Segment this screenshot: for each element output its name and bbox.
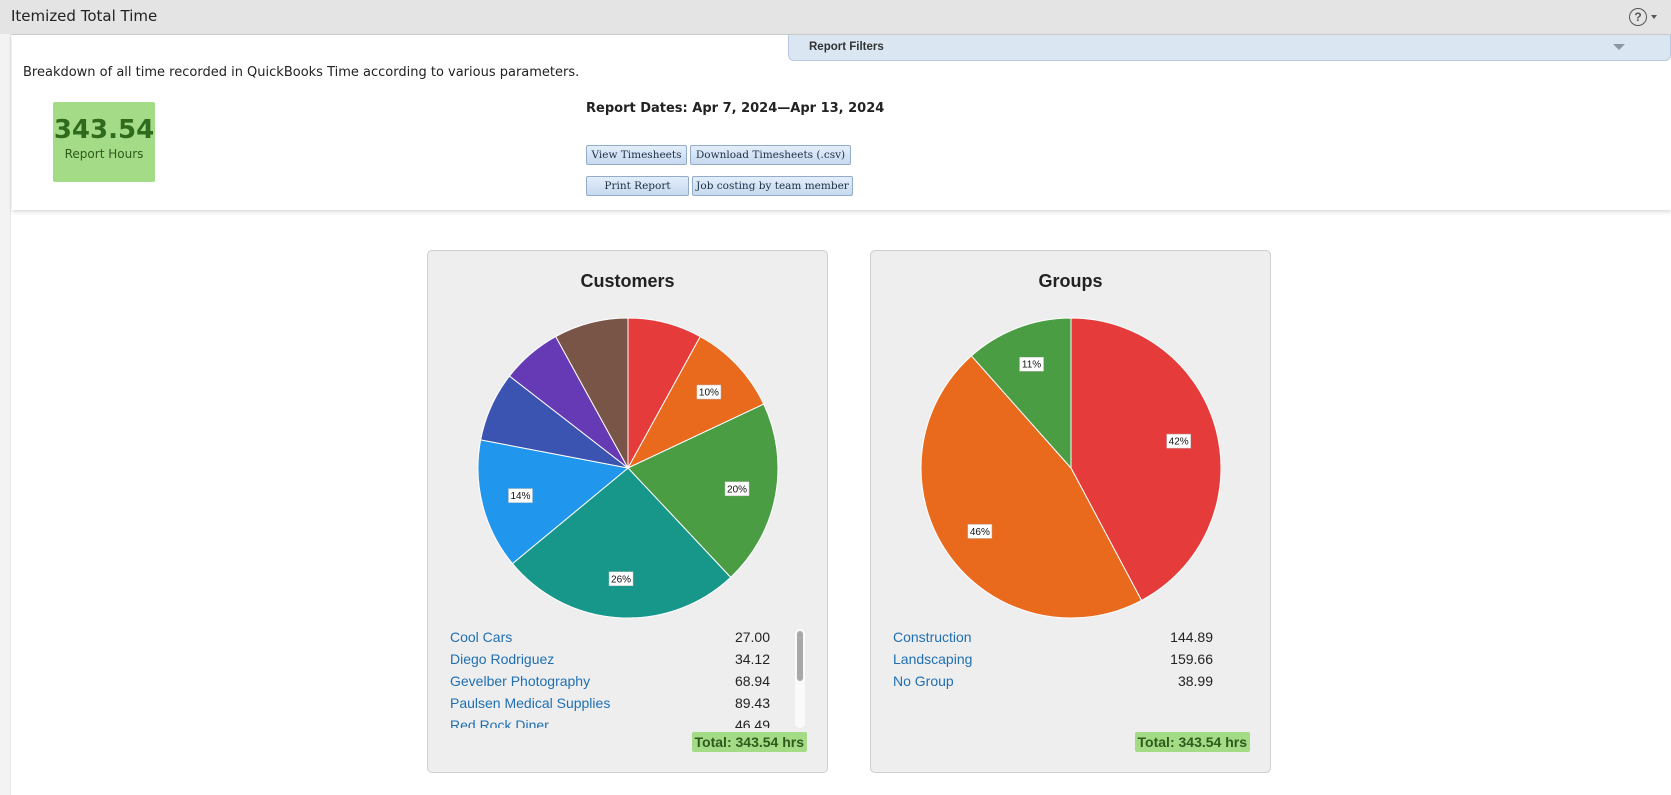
pie-slice-4[interactable] bbox=[477, 439, 630, 565]
legend-group-name[interactable]: No Group bbox=[893, 673, 954, 689]
report-filters-toggle[interactable]: Report Filters bbox=[788, 35, 1671, 61]
legend-customer-name[interactable]: Gevelber Photography bbox=[450, 673, 591, 689]
scrollbar-thumb[interactable] bbox=[797, 631, 803, 681]
customers-panel: Customers 10% 20% 26% 14% Cool Cars 27.00 D… bbox=[427, 250, 828, 773]
report-header-card: Breakdown of all time recorded in QuickB… bbox=[12, 35, 1671, 210]
pie-slice-label: 11% bbox=[1019, 356, 1044, 372]
view-timesheets-button[interactable]: View Timesheets bbox=[586, 145, 687, 165]
legend-group-hours: 144.89 bbox=[1170, 629, 1213, 645]
legend-group-name[interactable]: Construction bbox=[893, 629, 972, 645]
pie-slice-2[interactable] bbox=[970, 317, 1072, 470]
legend-customer-name[interactable]: Cool Cars bbox=[450, 629, 513, 645]
legend-row[interactable]: Cool Cars 27.00 bbox=[450, 629, 795, 651]
report-hours-value: 343.54 bbox=[53, 115, 155, 145]
legend-customer-name[interactable]: Diego Rodriguez bbox=[450, 651, 555, 667]
pie-slice-2[interactable] bbox=[627, 403, 779, 579]
pie-slice-label: 26% bbox=[608, 571, 634, 587]
job-costing-button[interactable]: Job costing by team member bbox=[692, 176, 853, 196]
pie-slice-0[interactable] bbox=[1070, 317, 1222, 602]
pie-slice-3[interactable] bbox=[511, 467, 732, 619]
pie-slice-1[interactable] bbox=[626, 335, 765, 470]
groups-legend: Construction 144.89 Landscaping 159.66 N… bbox=[893, 629, 1238, 728]
pie-slice-7[interactable] bbox=[555, 317, 629, 469]
customers-pie-chart: 10% 20% 26% 14% bbox=[477, 317, 779, 619]
customers-legend: Cool Cars 27.00 Diego Rodriguez 34.12 Ge… bbox=[450, 629, 795, 728]
legend-row[interactable]: Landscaping 159.66 bbox=[893, 651, 1238, 673]
legend-customer-name[interactable]: Red Rock Diner bbox=[450, 717, 549, 728]
report-dates: Report Dates: Apr 7, 2024—Apr 13, 2024 bbox=[586, 101, 885, 116]
svg-text:26%: 26% bbox=[611, 574, 631, 585]
customers-total-badge: Total: 343.54 hrs bbox=[691, 732, 807, 752]
groups-total-badge: Total: 343.54 hrs bbox=[1134, 732, 1250, 752]
customers-title: Customers bbox=[580, 271, 675, 291]
svg-text:14%: 14% bbox=[510, 491, 530, 502]
page-title: Itemized Total Time bbox=[11, 7, 158, 25]
legend-row[interactable]: Gevelber Photography 68.94 bbox=[450, 673, 795, 695]
legend-customer-hours: 89.43 bbox=[734, 695, 770, 711]
groups-panel: Groups 42% 46% 11% Construction 144.89 Lan… bbox=[870, 250, 1271, 773]
report-description: Breakdown of all time recorded in QuickB… bbox=[23, 65, 580, 80]
legend-customer-name[interactable]: Paulsen Medical Supplies bbox=[450, 695, 611, 711]
help-icon[interactable]: ? bbox=[1629, 8, 1647, 26]
svg-text:10%: 10% bbox=[699, 388, 719, 399]
svg-text:46%: 46% bbox=[970, 527, 990, 538]
legend-customer-hours: 68.94 bbox=[734, 673, 770, 689]
svg-text:42%: 42% bbox=[1169, 437, 1189, 448]
download-timesheets-csv-button[interactable]: Download Timesheets (.csv) bbox=[690, 145, 851, 165]
legend-group-name[interactable]: Landscaping bbox=[893, 651, 973, 667]
legend-row[interactable]: Red Rock Diner 46.49 bbox=[450, 717, 795, 728]
legend-customer-hours: 27.00 bbox=[734, 629, 770, 645]
groups-pie-chart: 42% 46% 11% bbox=[920, 317, 1222, 619]
pie-slice-1[interactable] bbox=[920, 355, 1143, 619]
legend-group-hours: 159.66 bbox=[1170, 651, 1213, 667]
legend-customer-hours: 34.12 bbox=[734, 651, 770, 667]
pie-slice-label: 14% bbox=[508, 488, 533, 503]
legend-row[interactable]: No Group 38.99 bbox=[893, 673, 1238, 695]
legend-row[interactable]: Paulsen Medical Supplies 89.43 bbox=[450, 695, 795, 717]
legend-group-hours: 38.99 bbox=[1177, 673, 1213, 689]
legend-row[interactable]: Construction 144.89 bbox=[893, 629, 1238, 651]
svg-text:20%: 20% bbox=[727, 484, 747, 495]
pie-slice-label: 46% bbox=[967, 524, 993, 539]
report-hours-label: Report Hours bbox=[64, 147, 144, 161]
print-report-button[interactable]: Print Report bbox=[586, 176, 689, 196]
report-hours-badge: 343.54 Report Hours bbox=[53, 102, 155, 182]
title-bar: Itemized Total Time ? bbox=[0, 0, 1671, 35]
pie-slice-label: 10% bbox=[696, 384, 722, 400]
pie-slice-label: 20% bbox=[724, 481, 750, 497]
legend-customer-hours: 46.49 bbox=[734, 717, 770, 728]
svg-text:11%: 11% bbox=[1022, 360, 1041, 371]
legend-scrollbar[interactable] bbox=[795, 629, 805, 728]
groups-title: Groups bbox=[1038, 271, 1103, 291]
pie-slice-label: 42% bbox=[1166, 433, 1191, 449]
help-dropdown-caret-icon[interactable] bbox=[1651, 15, 1657, 19]
report-filters-label: Report Filters bbox=[809, 41, 884, 53]
legend-row[interactable]: Diego Rodriguez 34.12 bbox=[450, 651, 795, 673]
left-edge bbox=[0, 34, 11, 795]
chevron-down-icon bbox=[1613, 44, 1625, 50]
